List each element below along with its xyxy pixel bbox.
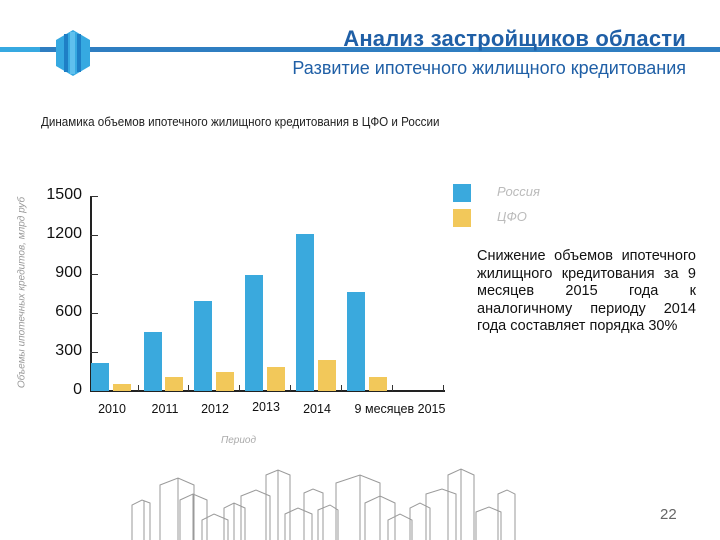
bar-cfo (216, 372, 234, 391)
x-tick-label: 2010 (98, 402, 126, 416)
city-skyline-icon (131, 468, 516, 540)
x-tick (392, 385, 393, 391)
y-tick-label: 1200 (46, 225, 82, 242)
summary-note: Снижение объемов ипотечного жилищного кр… (477, 248, 696, 334)
building-logo-icon (56, 30, 90, 76)
chart-y-axis (90, 196, 92, 391)
y-tick (90, 274, 98, 275)
chart-y-axis-label: Объемы ипотечных кредитов, млрд руб (16, 196, 28, 389)
y-tick (90, 313, 98, 314)
legend-label-cfo: ЦФО (497, 209, 527, 224)
bar-russia (194, 301, 212, 391)
bar-cfo (267, 366, 285, 391)
y-tick (90, 235, 98, 236)
x-tick (443, 385, 444, 391)
legend-swatch-cfo (453, 209, 471, 227)
x-tick (239, 385, 240, 391)
x-tick (290, 385, 291, 391)
y-tick (90, 196, 98, 197)
x-tick (341, 385, 342, 391)
page-subtitle: Развитие ипотечного жилищного кредитован… (292, 58, 686, 78)
bar-russia (91, 362, 109, 391)
y-tick (90, 352, 98, 353)
chart-title: Динамика объемов ипотечного жилищного кр… (41, 115, 440, 129)
y-tick-label: 300 (55, 342, 82, 359)
page-title: Анализ застройщиков области (343, 26, 686, 51)
chart-x-axis-label: Период (221, 435, 257, 446)
legend-label-russia: Россия (497, 184, 540, 199)
y-tick-label: 0 (73, 381, 82, 398)
bar-russia (296, 233, 314, 391)
y-tick-label: 1500 (46, 186, 82, 203)
x-tick (138, 385, 139, 391)
bar-cfo (369, 376, 387, 391)
x-tick-label: 2011 (151, 402, 179, 416)
bar-cfo (113, 384, 131, 391)
bar-russia (144, 332, 162, 391)
header-line-accent (0, 47, 40, 52)
x-tick (188, 385, 189, 391)
x-tick-label: 2013 (252, 400, 280, 414)
bar-cfo (165, 377, 183, 391)
y-tick-label: 900 (55, 264, 82, 281)
bar-russia (347, 292, 365, 391)
y-tick-label: 600 (55, 303, 82, 320)
bar-russia (245, 275, 263, 391)
x-tick-label: 2014 (303, 402, 331, 416)
legend-swatch-russia (453, 184, 471, 202)
page-number: 22 (660, 506, 677, 523)
header-line (0, 47, 720, 52)
x-tick-label: 9 месяцев 2015 (354, 402, 446, 416)
bar-cfo (318, 360, 336, 391)
x-tick-label: 2012 (201, 402, 229, 416)
chart-x-axis (90, 390, 445, 392)
